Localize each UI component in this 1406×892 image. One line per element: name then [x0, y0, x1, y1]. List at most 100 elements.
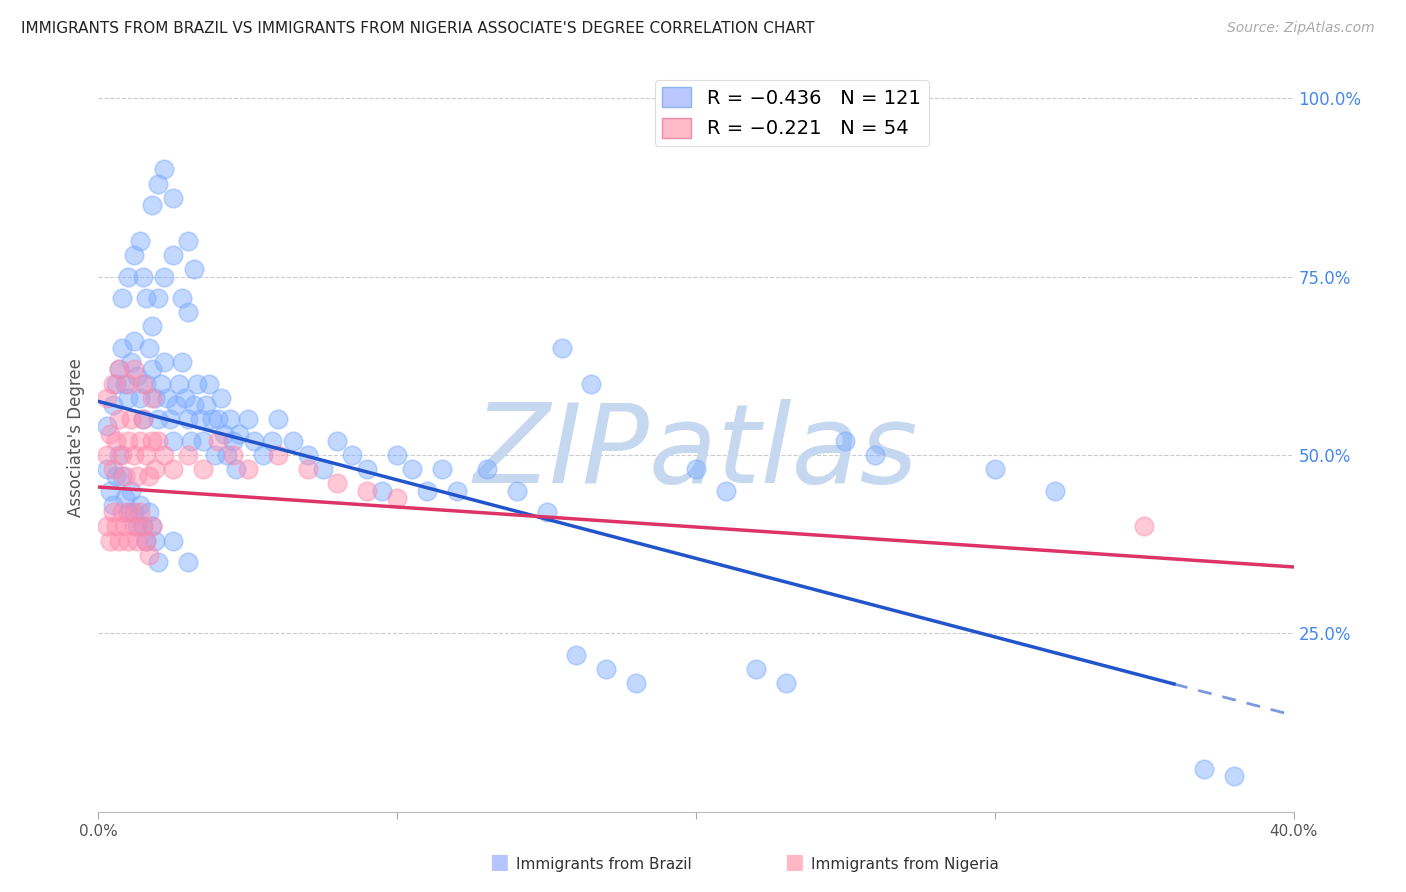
Point — [135, 533, 157, 548]
Point — [183, 262, 205, 277]
Point — [162, 533, 184, 548]
Point — [1043, 483, 1066, 498]
Text: ZIPatlas: ZIPatlas — [474, 399, 918, 506]
Point — [775, 676, 797, 690]
Point — [132, 412, 155, 426]
Point — [565, 648, 588, 662]
Point — [96, 391, 118, 405]
Point — [148, 177, 170, 191]
Point — [153, 162, 176, 177]
Point — [141, 519, 163, 533]
Point — [222, 448, 245, 462]
Point — [103, 398, 125, 412]
Point — [148, 555, 170, 569]
Point — [124, 448, 146, 462]
Point — [143, 391, 166, 405]
Point — [177, 555, 200, 569]
Point — [103, 376, 125, 391]
Point — [124, 362, 146, 376]
Point — [108, 448, 131, 462]
Point — [267, 412, 290, 426]
Point — [111, 341, 134, 355]
Point — [117, 434, 139, 448]
Point — [105, 434, 128, 448]
Point — [228, 426, 250, 441]
Point — [267, 448, 290, 462]
Point — [204, 448, 226, 462]
Point — [430, 462, 453, 476]
Point — [371, 483, 394, 498]
Point — [745, 662, 768, 676]
Point — [124, 505, 146, 519]
Point — [186, 376, 208, 391]
Point — [98, 483, 122, 498]
Point — [141, 391, 163, 405]
Text: IMMIGRANTS FROM BRAZIL VS IMMIGRANTS FROM NIGERIA ASSOCIATE'S DEGREE CORRELATION: IMMIGRANTS FROM BRAZIL VS IMMIGRANTS FRO… — [21, 21, 814, 36]
Point — [105, 469, 128, 483]
Point — [401, 462, 423, 476]
Point — [162, 191, 184, 205]
Point — [834, 434, 856, 448]
Point — [132, 519, 155, 533]
Point — [103, 498, 125, 512]
Point — [129, 498, 152, 512]
Point — [165, 398, 187, 412]
Point — [120, 412, 142, 426]
Point — [281, 434, 304, 448]
Point — [446, 483, 468, 498]
Point — [685, 462, 707, 476]
Point — [162, 462, 184, 476]
Point — [138, 469, 160, 483]
Point — [117, 533, 139, 548]
Point — [129, 505, 152, 519]
Point — [143, 533, 166, 548]
Point — [326, 476, 349, 491]
Point — [108, 412, 131, 426]
Point — [506, 483, 529, 498]
Point — [153, 448, 176, 462]
Y-axis label: Associate's Degree: Associate's Degree — [66, 358, 84, 516]
Point — [162, 248, 184, 262]
Point — [103, 462, 125, 476]
Point — [138, 548, 160, 562]
Point — [114, 376, 136, 391]
Point — [124, 248, 146, 262]
Point — [132, 376, 155, 391]
Point — [108, 533, 131, 548]
Point — [297, 462, 319, 476]
Point — [212, 426, 235, 441]
Point — [135, 376, 157, 391]
Point — [103, 505, 125, 519]
Point — [98, 426, 122, 441]
Point — [135, 448, 157, 462]
Text: ■: ■ — [489, 853, 509, 872]
Point — [167, 376, 190, 391]
Point — [117, 376, 139, 391]
Point — [177, 234, 200, 248]
Legend: R = −0.436   N = 121, R = −0.221   N = 54: R = −0.436 N = 121, R = −0.221 N = 54 — [655, 79, 928, 146]
Point — [135, 291, 157, 305]
Point — [120, 505, 142, 519]
Point — [177, 412, 200, 426]
Point — [111, 448, 134, 462]
Point — [385, 491, 409, 505]
Point — [595, 662, 617, 676]
Text: Immigrants from Brazil: Immigrants from Brazil — [516, 857, 692, 872]
Point — [225, 462, 247, 476]
Point — [108, 362, 131, 376]
Point — [96, 419, 118, 434]
Point — [105, 376, 128, 391]
Point — [153, 355, 176, 369]
Point — [209, 391, 232, 405]
Point — [219, 412, 242, 426]
Point — [188, 412, 211, 426]
Point — [111, 291, 134, 305]
Point — [129, 434, 152, 448]
Point — [356, 462, 378, 476]
Text: Immigrants from Nigeria: Immigrants from Nigeria — [811, 857, 1000, 872]
Point — [127, 519, 149, 533]
Point — [342, 448, 364, 462]
Point — [124, 519, 146, 533]
Point — [117, 269, 139, 284]
Point — [581, 376, 603, 391]
